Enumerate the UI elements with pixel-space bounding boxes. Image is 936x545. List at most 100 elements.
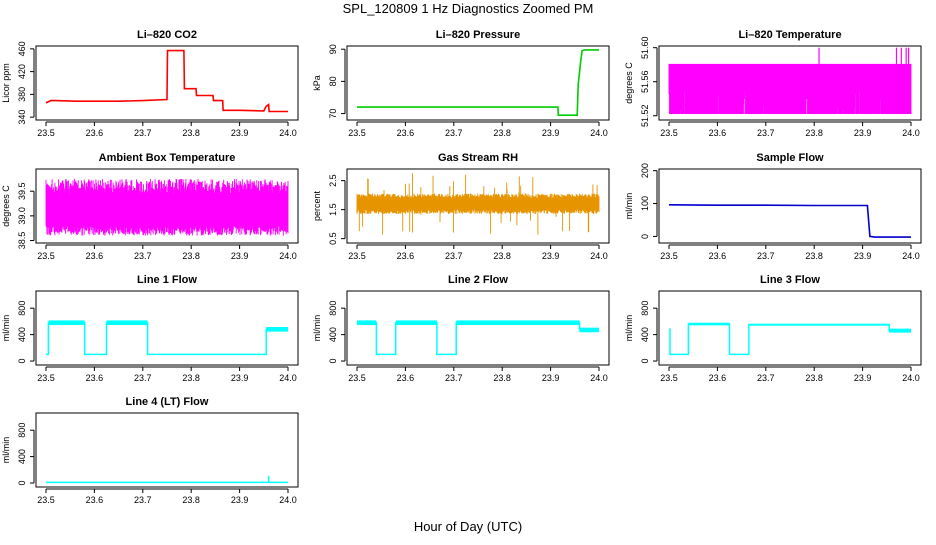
- y-tick-label: 0: [17, 359, 27, 364]
- y-tick-label: 800: [328, 301, 338, 316]
- chart-panel-8: Line 2 Flow ml/min 23.5 23.6 23.7 23.8 23.9 24.…: [312, 274, 610, 383]
- x-tick-label: 23.8: [182, 128, 200, 138]
- x-tick-label: 23.8: [182, 495, 200, 505]
- x-tick-label: 23.9: [231, 373, 249, 383]
- x-tick-label: 23.9: [854, 373, 872, 383]
- x-axis: 23.5 23.6 23.7 23.8 23.9 24.0: [348, 121, 608, 138]
- chart-title: Line 3 Flow: [760, 274, 820, 286]
- y-tick-label: 39.5: [17, 182, 27, 200]
- x-tick-label: 23.6: [709, 251, 727, 261]
- x-tick-label: 23.9: [231, 251, 249, 261]
- x-tick-label: 23.9: [542, 373, 560, 383]
- plot-frame: [658, 45, 922, 121]
- x-axis: 23.5 23.6 23.7 23.8 23.9 24.0: [348, 244, 608, 261]
- x-tick-label: 23.6: [397, 128, 415, 138]
- x-tick-label: 23.7: [134, 251, 152, 261]
- y-axis: 340 380 420 460: [17, 41, 35, 125]
- x-tick-label: 23.7: [757, 128, 775, 138]
- x-tick-label: 23.6: [86, 251, 104, 261]
- x-tick-label: 23.8: [805, 373, 823, 383]
- x-tick-label: 23.7: [757, 373, 775, 383]
- x-tick-label: 23.7: [134, 495, 152, 505]
- data-band: [668, 63, 912, 114]
- data-line: [668, 204, 911, 238]
- chart-panel-5: Gas Stream RH percent 23.5 23.6 23.7 23.8 23.9…: [312, 152, 610, 261]
- y-tick-label: 0: [640, 234, 650, 239]
- x-tick-label: 23.6: [709, 128, 727, 138]
- x-tick-label: 24.0: [590, 251, 608, 261]
- y-axis-label: Licor ppm: [1, 63, 11, 103]
- x-tick-label: 24.0: [279, 251, 297, 261]
- data-layer: [45, 178, 289, 236]
- data-layer: [46, 320, 288, 356]
- chart-title: Li–820 Temperature: [738, 29, 841, 41]
- x-tick-label: 24.0: [279, 495, 297, 505]
- plot-frame: [35, 168, 299, 244]
- y-tick-label: 200: [640, 163, 650, 178]
- chart-title: Li–820 Pressure: [436, 29, 520, 41]
- x-tick-label: 23.5: [660, 373, 678, 383]
- chart-title: Li–820 CO2: [137, 29, 197, 41]
- y-axis-label: kPa: [312, 75, 322, 91]
- x-tick-label: 23.6: [86, 128, 104, 138]
- y-axis: 0 400 800: [640, 301, 658, 364]
- y-axis: 0 400 800: [17, 301, 35, 364]
- y-tick-label: 80: [328, 76, 338, 86]
- data-band: [45, 178, 289, 236]
- data-layer: [46, 475, 288, 484]
- x-tick-label: 23.7: [134, 128, 152, 138]
- data-layer: [357, 320, 599, 356]
- y-axis: 0.5 1.5 2.5: [328, 174, 346, 245]
- plot-frame: [346, 168, 610, 244]
- y-tick-label: 51.52: [640, 104, 650, 127]
- chart-panel-4: Ambient Box Temperature degrees C 23.5 23.6…: [1, 152, 299, 261]
- y-tick-label: 1.5: [328, 203, 338, 216]
- x-tick-label: 23.5: [660, 251, 678, 261]
- x-tick-label: 23.8: [493, 373, 511, 383]
- y-axis-label: ml/min: [1, 315, 11, 342]
- x-tick-label: 23.5: [37, 495, 55, 505]
- y-axis: 0 100 200: [640, 163, 658, 239]
- x-tick-label: 23.9: [854, 128, 872, 138]
- plot-frame: [346, 290, 610, 366]
- y-tick-label: 2.5: [328, 174, 338, 187]
- x-tick-label: 23.5: [348, 128, 366, 138]
- chart-title: Line 2 Flow: [448, 274, 508, 286]
- plot-frame: [658, 290, 922, 366]
- y-tick-label: 800: [17, 423, 27, 438]
- x-tick-label: 23.5: [37, 373, 55, 383]
- chart-title: Line 1 Flow: [137, 274, 197, 286]
- x-tick-label: 24.0: [279, 128, 297, 138]
- chart-title: Sample Flow: [756, 152, 824, 164]
- y-tick-label: 340: [17, 110, 27, 125]
- y-axis-label: degrees C: [1, 185, 11, 227]
- data-line: [45, 49, 288, 113]
- chart-panel-6: Sample Flow ml/min 23.5 23.6 23.7 23.8 23.9 24.…: [624, 152, 922, 261]
- x-tick-label: 23.6: [397, 251, 415, 261]
- x-tick-label: 23.5: [660, 128, 678, 138]
- chart-title: Ambient Box Temperature: [99, 152, 236, 164]
- y-tick-label: 0.5: [328, 232, 338, 245]
- y-tick-label: 0: [17, 481, 27, 486]
- data-layer: [668, 47, 912, 114]
- x-axis: 23.5 23.6 23.7 23.8 23.9 24.0: [37, 366, 297, 383]
- y-tick-label: 800: [640, 301, 650, 316]
- chart-panel-9: Line 3 Flow ml/min 23.5 23.6 23.7 23.8 23.9 24.…: [624, 274, 922, 383]
- y-tick-label: 0: [640, 359, 650, 364]
- y-tick-label: 800: [17, 301, 27, 316]
- y-axis-label: ml/min: [1, 437, 11, 464]
- x-tick-label: 23.9: [542, 251, 560, 261]
- x-tick-label: 23.8: [805, 128, 823, 138]
- y-axis: 0 400 800: [328, 301, 346, 364]
- x-tick-label: 24.0: [590, 373, 608, 383]
- x-tick-label: 23.9: [231, 495, 249, 505]
- data-line: [46, 321, 288, 356]
- y-axis-label: ml/min: [624, 193, 634, 220]
- x-tick-label: 23.5: [37, 128, 55, 138]
- y-tick-label: 400: [328, 327, 338, 342]
- x-tick-label: 24.0: [902, 251, 920, 261]
- figure-title: SPL_120809 1 Hz Diagnostics Zoomed PM: [343, 1, 594, 16]
